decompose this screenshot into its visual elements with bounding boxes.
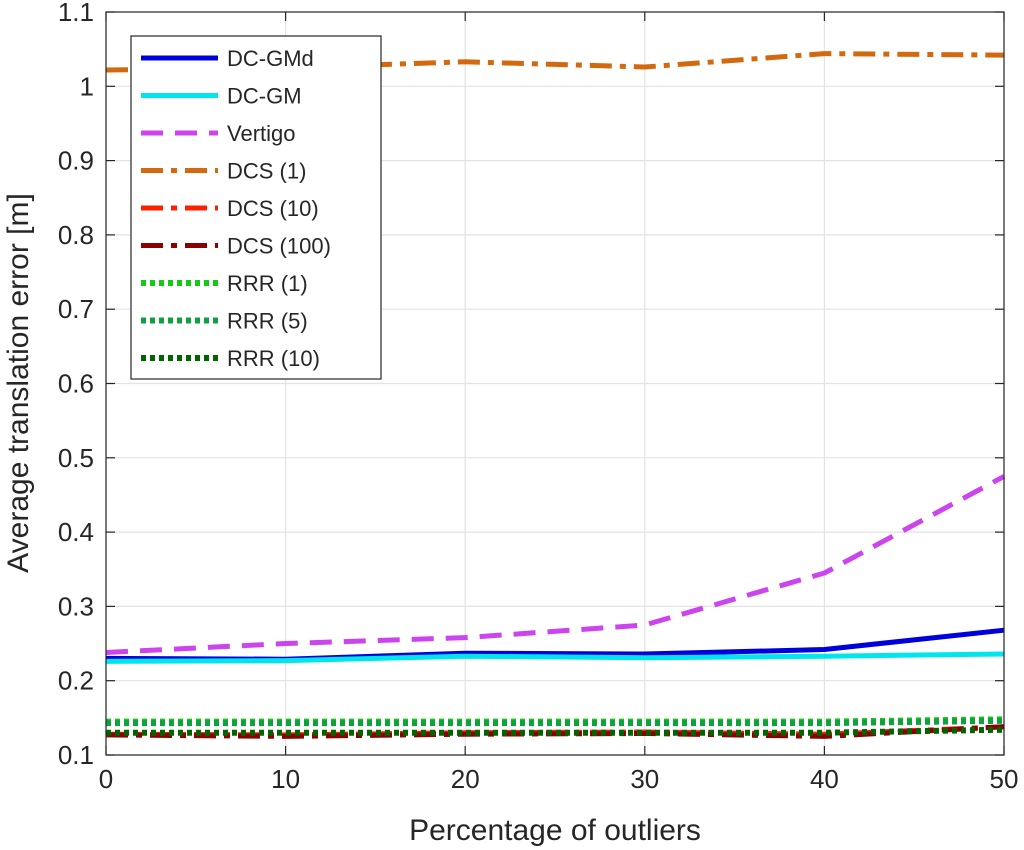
legend-items: DC-GMd DC-GM Vertigo DCS (1) DCS (10) DCS (10… (141, 46, 331, 371)
legend-label-dc-gm: DC-GM (227, 84, 302, 109)
y-tick-label: 0.9 (58, 146, 94, 176)
legend-label-dcs-1: DCS (1) (227, 159, 306, 184)
y-tick-label: 0.1 (58, 740, 94, 770)
series-line-dcs-100 (105, 724, 1005, 739)
series-line-rrr-5 (106, 717, 1005, 727)
legend-label-dc-gmd: DC-GMd (227, 46, 314, 71)
y-axis-title: Average translation error [m] (2, 193, 35, 573)
series-line-rrr-1 (106, 716, 1005, 725)
x-tick-label: 40 (810, 764, 839, 794)
legend-label-dcs-100: DCS (100) (227, 234, 331, 259)
legend: DC-GMd DC-GM Vertigo DCS (1) DCS (10) DCS (10… (130, 35, 382, 380)
y-tick-label: 0.5 (58, 443, 94, 473)
series-line-rrr-10 (106, 726, 1005, 736)
y-tick-label: 1.1 (58, 0, 94, 27)
x-tick-label: 0 (99, 764, 113, 794)
x-tick-label: 20 (451, 764, 480, 794)
x-tick-label: 50 (990, 764, 1019, 794)
y-tick-label: 0.3 (58, 591, 94, 621)
y-tick-label: 0.8 (58, 220, 94, 250)
series-lines (105, 51, 1006, 739)
series-line-dc-gm (105, 651, 1005, 664)
y-tick-label: 0.4 (58, 517, 94, 547)
axis-ticks: 0 10 20 30 40 50 0.1 0.2 0.3 0.4 0.5 0.6 0.7 0.8 0.9 1 1… (58, 0, 1019, 794)
x-tick-label: 10 (271, 764, 300, 794)
legend-label-dcs-10: DCS (10) (227, 196, 319, 221)
legend-label-rrr-1: RRR (1) (227, 271, 308, 296)
y-tick-label: 0.7 (58, 294, 94, 324)
y-tick-label: 1 (80, 71, 94, 101)
y-tick-label: 0.6 (58, 369, 94, 399)
legend-label-rrr-10: RRR (10) (227, 346, 320, 371)
x-axis-title: Percentage of outliers (409, 814, 701, 847)
x-tick-label: 30 (630, 764, 659, 794)
legend-label-rrr-5: RRR (5) (227, 309, 308, 334)
y-tick-label: 0.2 (58, 666, 94, 696)
legend-label-vertigo: Vertigo (227, 121, 296, 146)
series-line-vertigo (105, 474, 1006, 655)
